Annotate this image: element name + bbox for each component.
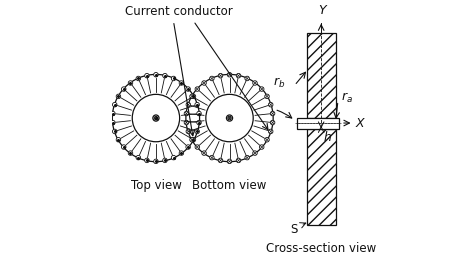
Circle shape [154, 72, 158, 77]
Circle shape [253, 81, 257, 85]
Circle shape [186, 103, 191, 107]
Text: Y: Y [319, 4, 326, 17]
Circle shape [195, 145, 200, 149]
Circle shape [218, 158, 223, 163]
Text: $r_a$: $r_a$ [340, 91, 353, 105]
Circle shape [227, 159, 232, 164]
Circle shape [227, 72, 232, 77]
Circle shape [265, 137, 269, 142]
Circle shape [163, 158, 167, 163]
Circle shape [110, 120, 115, 125]
Circle shape [179, 151, 183, 155]
Circle shape [236, 158, 241, 163]
Circle shape [171, 76, 176, 81]
Circle shape [210, 76, 214, 81]
Bar [307, 33, 336, 117]
Circle shape [236, 74, 241, 78]
Circle shape [210, 155, 214, 160]
Circle shape [202, 151, 206, 155]
Circle shape [195, 103, 200, 107]
Bar [297, 117, 338, 128]
Text: X: X [356, 116, 365, 130]
Circle shape [136, 155, 141, 160]
Circle shape [128, 81, 133, 85]
Circle shape [112, 129, 117, 134]
Circle shape [186, 145, 191, 149]
Text: Current conductor: Current conductor [125, 5, 232, 18]
Circle shape [202, 81, 206, 85]
Text: Cross-section view: Cross-section view [266, 242, 376, 254]
Circle shape [270, 120, 275, 125]
Circle shape [270, 111, 275, 116]
Circle shape [218, 74, 223, 78]
Circle shape [186, 129, 191, 134]
Circle shape [265, 94, 269, 99]
Circle shape [268, 129, 273, 134]
Circle shape [245, 155, 249, 160]
Circle shape [136, 76, 141, 81]
Circle shape [163, 74, 167, 78]
Circle shape [197, 120, 201, 125]
Text: Top view: Top view [130, 179, 182, 192]
Circle shape [121, 87, 126, 91]
Circle shape [190, 94, 194, 99]
Circle shape [154, 159, 158, 164]
Circle shape [245, 76, 249, 81]
Circle shape [184, 111, 189, 116]
Text: Bottom view: Bottom view [192, 179, 267, 192]
Circle shape [268, 103, 273, 107]
Circle shape [191, 137, 196, 142]
Text: S: S [291, 223, 298, 235]
Circle shape [195, 87, 200, 91]
Circle shape [191, 94, 196, 99]
Circle shape [128, 151, 133, 155]
Circle shape [110, 111, 115, 116]
Circle shape [186, 87, 191, 91]
Bar [307, 128, 336, 225]
Circle shape [145, 74, 149, 78]
Circle shape [145, 158, 149, 163]
Circle shape [171, 155, 176, 160]
Circle shape [195, 129, 200, 134]
Circle shape [116, 137, 121, 142]
Circle shape [184, 120, 189, 125]
Circle shape [116, 94, 121, 99]
Circle shape [259, 87, 264, 91]
Circle shape [259, 145, 264, 149]
Circle shape [179, 81, 183, 85]
Circle shape [121, 145, 126, 149]
Text: $r_b$: $r_b$ [273, 76, 286, 90]
Circle shape [112, 103, 117, 107]
Text: $h$: $h$ [323, 130, 332, 144]
Circle shape [253, 151, 257, 155]
Circle shape [197, 111, 201, 116]
Circle shape [190, 137, 194, 142]
